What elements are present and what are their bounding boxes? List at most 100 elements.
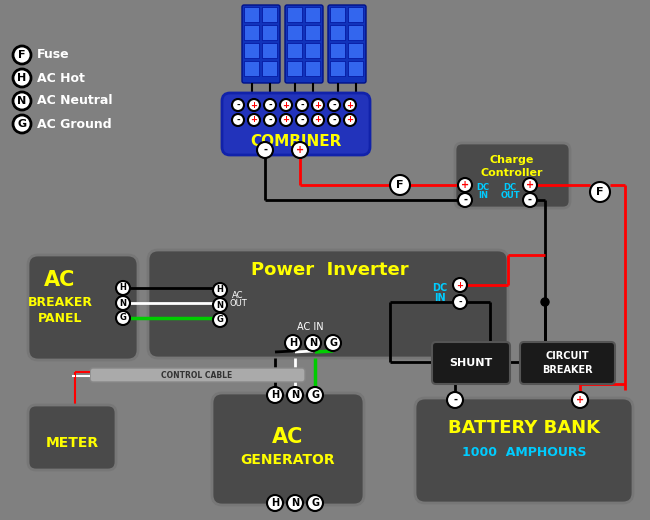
Text: Controller: Controller	[481, 168, 543, 178]
Circle shape	[13, 92, 31, 110]
Circle shape	[296, 114, 308, 126]
Text: N: N	[18, 96, 27, 106]
Circle shape	[325, 335, 341, 351]
Circle shape	[287, 387, 303, 403]
Text: GENERATOR: GENERATOR	[240, 453, 335, 467]
Text: AC Neutral: AC Neutral	[37, 95, 112, 108]
Text: F: F	[18, 50, 26, 60]
Text: F: F	[396, 180, 404, 190]
Bar	[262, 43, 277, 58]
Circle shape	[257, 142, 273, 158]
Circle shape	[280, 114, 292, 126]
FancyBboxPatch shape	[520, 342, 615, 384]
Text: PANEL: PANEL	[38, 311, 83, 324]
Text: -: -	[458, 297, 462, 306]
Circle shape	[453, 295, 467, 309]
Text: +: +	[250, 115, 257, 124]
Circle shape	[285, 335, 301, 351]
Text: G: G	[311, 498, 319, 508]
Circle shape	[116, 296, 130, 310]
Circle shape	[541, 298, 549, 306]
Text: +: +	[296, 145, 304, 155]
Text: N: N	[120, 298, 127, 307]
Circle shape	[264, 114, 276, 126]
Text: SHUNT: SHUNT	[449, 358, 493, 368]
Text: H: H	[271, 498, 279, 508]
Text: AC: AC	[232, 291, 244, 300]
Text: +: +	[461, 180, 469, 190]
Text: F: F	[596, 187, 604, 197]
Text: BREAKER: BREAKER	[541, 365, 592, 375]
Text: DC: DC	[504, 184, 517, 192]
Bar	[305, 7, 320, 22]
Text: -: -	[300, 100, 304, 110]
Text: CONTROL CABLE: CONTROL CABLE	[161, 371, 233, 381]
Bar	[330, 43, 345, 58]
Circle shape	[13, 69, 31, 87]
Bar	[305, 43, 320, 58]
Text: BATTERY BANK: BATTERY BANK	[448, 419, 600, 437]
Circle shape	[264, 99, 276, 111]
Text: -: -	[332, 115, 336, 124]
Text: -: -	[453, 395, 457, 405]
Text: H: H	[289, 338, 297, 348]
Text: N: N	[309, 338, 317, 348]
Text: G: G	[216, 316, 224, 324]
Text: BREAKER: BREAKER	[27, 296, 92, 309]
Circle shape	[344, 114, 356, 126]
Circle shape	[328, 99, 340, 111]
FancyBboxPatch shape	[455, 143, 570, 208]
Circle shape	[213, 283, 227, 297]
Text: -: -	[236, 100, 240, 110]
Circle shape	[116, 311, 130, 325]
Circle shape	[213, 298, 227, 312]
Circle shape	[312, 114, 324, 126]
Text: +: +	[250, 100, 257, 110]
Circle shape	[590, 182, 610, 202]
Text: H: H	[216, 285, 224, 294]
Bar	[348, 43, 363, 58]
Bar	[262, 61, 277, 76]
Text: DC: DC	[432, 283, 448, 293]
Text: +: +	[283, 115, 289, 124]
Text: +: +	[576, 395, 584, 405]
Circle shape	[280, 99, 292, 111]
Circle shape	[248, 114, 260, 126]
Circle shape	[307, 387, 323, 403]
Text: IN: IN	[434, 293, 446, 303]
FancyBboxPatch shape	[222, 93, 370, 155]
Circle shape	[458, 178, 472, 192]
Text: AC Ground: AC Ground	[37, 118, 112, 131]
Bar	[330, 25, 345, 40]
Circle shape	[328, 114, 340, 126]
Text: G: G	[311, 390, 319, 400]
Text: METER: METER	[46, 436, 99, 450]
FancyBboxPatch shape	[148, 250, 508, 358]
Text: DC: DC	[476, 184, 489, 192]
Text: 1000  AMPHOURS: 1000 AMPHOURS	[462, 446, 586, 459]
Bar	[305, 61, 320, 76]
FancyBboxPatch shape	[242, 5, 280, 83]
Text: N: N	[291, 390, 299, 400]
Circle shape	[213, 313, 227, 327]
Bar	[244, 43, 259, 58]
Text: AC Hot: AC Hot	[37, 71, 85, 84]
Text: -: -	[268, 100, 272, 110]
Bar	[262, 7, 277, 22]
Circle shape	[453, 278, 467, 292]
Text: CIRCUIT: CIRCUIT	[545, 351, 589, 361]
Bar	[305, 25, 320, 40]
Bar	[287, 43, 302, 58]
Circle shape	[267, 387, 283, 403]
Text: -: -	[332, 100, 336, 110]
FancyBboxPatch shape	[90, 368, 305, 382]
Circle shape	[344, 99, 356, 111]
Text: IN: IN	[478, 191, 488, 201]
FancyBboxPatch shape	[328, 5, 366, 83]
Bar	[348, 25, 363, 40]
Bar	[287, 25, 302, 40]
Text: H: H	[120, 283, 127, 292]
Text: N: N	[216, 301, 224, 309]
Bar	[330, 7, 345, 22]
FancyBboxPatch shape	[28, 405, 116, 470]
